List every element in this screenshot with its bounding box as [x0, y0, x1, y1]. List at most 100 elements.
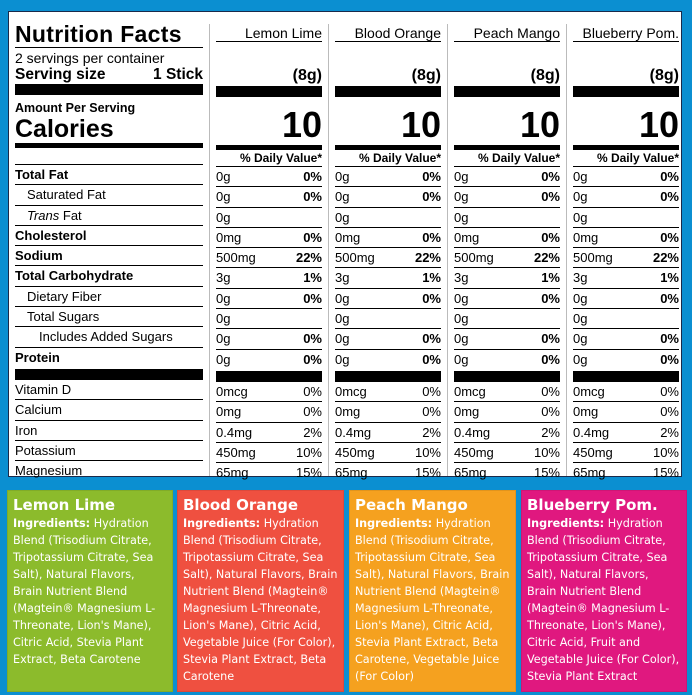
daily-percent: 0% [303, 404, 322, 420]
ingredients-text: Ingredients: Hydration Blend (Trisodium … [355, 515, 510, 685]
nutrient-value-row: 0g 0% [454, 167, 560, 188]
daily-percent: 2% [541, 424, 560, 440]
amount: 500mg [216, 250, 256, 266]
nutrient-name: Total Sugars [27, 309, 100, 325]
amount: 0mg [454, 404, 480, 420]
daily-value-header: % Daily Value* [216, 150, 322, 167]
nutrient-value-row: 0g 0% [573, 329, 679, 350]
vitamin-label-row: Calcium [15, 400, 203, 421]
amount: 0g [573, 169, 588, 184]
amount: 0mg [216, 229, 242, 245]
amount: 0g [573, 209, 588, 225]
thick-divider [454, 370, 560, 382]
flavor-column: Blood Orange (8g) 10 % Daily Value* 0g 0% 0g 0%… [335, 22, 441, 483]
nutrient-value-row: 0g [216, 309, 322, 330]
nutrient-value-row: 0g [216, 208, 322, 228]
servings-per-container: 2 servings per container [15, 50, 165, 66]
nutrient-name: Saturated Fat [27, 187, 106, 203]
nutrient-value-row: 0mg 0% [454, 228, 560, 249]
nutrient-label-row: Cholesterol [15, 226, 203, 247]
daily-percent: 22% [295, 250, 322, 266]
vitamin-name: Iron [15, 422, 38, 438]
amount: 0g [216, 169, 231, 184]
nutrient-value-row: 0mg 0% [335, 228, 441, 249]
nutrient-value-row: 0g 0% [216, 187, 322, 208]
thick-divider [573, 86, 679, 97]
vitamin-value-row: 0mcg 0% [335, 382, 441, 403]
medium-divider [454, 145, 560, 150]
daily-percent: 1% [541, 270, 560, 286]
thick-divider [335, 86, 441, 97]
daily-percent: 0% [660, 404, 679, 420]
amount: 500mg [573, 250, 613, 266]
ingredients-text: Ingredients: Hydration Blend (Trisodium … [527, 515, 681, 685]
nutrient-value-row: 0g 0% [216, 289, 322, 310]
vitamin-value-row: 450mg 10% [216, 443, 322, 464]
daily-percent: 10% [414, 444, 441, 460]
daily-percent: 0% [303, 229, 322, 245]
vitamin-label-row: Iron [15, 421, 203, 441]
serving-grams: (8g) [649, 67, 679, 84]
nutrient-value-row: 0g [454, 208, 560, 228]
amount: 0g [454, 311, 469, 327]
amount: 450mg [454, 444, 494, 460]
amount: 0g [335, 209, 350, 225]
nutrient-value-row: 0g 0% [335, 350, 441, 370]
ingredients-label: Ingredients: [13, 517, 91, 530]
daily-percent: 0% [660, 383, 679, 399]
nutrient-value-row: 500mg 22% [216, 248, 322, 269]
nutrient-value-row: 0g 0% [335, 289, 441, 310]
thick-divider [15, 84, 203, 95]
vitamin-value-row: 450mg 10% [454, 443, 560, 464]
daily-percent: 0% [660, 331, 679, 347]
vitamin-labels: Vitamin D Calcium Iron Potassium Magnesium [15, 380, 203, 481]
daily-percent: 0% [422, 331, 441, 347]
label-column: Nutrition Facts 2 servings per container… [15, 22, 203, 481]
column-separator [447, 24, 448, 476]
amount: 3g [216, 270, 231, 286]
nutrient-value-row: 0g 0% [216, 350, 322, 370]
ingredients-list: Hydration Blend (Trisodium Citrate, Trip… [355, 517, 510, 683]
ingredients-list: Hydration Blend (Trisodium Citrate, Trip… [183, 517, 338, 683]
ingredients-flavor-title: Lemon Lime [13, 496, 116, 514]
nutrient-label-row: Total Carbohydrate [15, 266, 203, 287]
vitamin-value-row: 0mg 0% [573, 402, 679, 423]
ingredients-text: Ingredients: Hydration Blend (Trisodium … [13, 515, 167, 668]
nutrient-value-row: 500mg 22% [454, 248, 560, 269]
daily-percent: 0% [422, 351, 441, 367]
amount: 0mg [573, 229, 599, 245]
vitamin-name: Potassium [15, 442, 76, 458]
daily-percent: 0% [422, 404, 441, 420]
daily-value-header: % Daily Value* [454, 150, 560, 167]
nutrient-value-row: 0g [454, 309, 560, 330]
vitamin-value-row: 0.4mg 2% [335, 423, 441, 443]
calories-value: 10 [400, 104, 441, 145]
nutrient-value-row: 0g 0% [454, 187, 560, 208]
daily-percent: 2% [660, 424, 679, 440]
daily-percent: 0% [303, 331, 322, 347]
daily-percent: 0% [660, 169, 679, 184]
amount: 0g [335, 351, 350, 367]
dv-spacer [15, 148, 203, 165]
nutrient-label-row: Saturated Fat [15, 185, 203, 206]
amount: 0.4mg [454, 424, 491, 440]
flavor-name: Peach Mango [454, 22, 560, 42]
vitamin-value-row: 65mg 15% [573, 463, 679, 483]
amount: 0g [573, 290, 588, 306]
nutrient-value-row: 0g 0% [573, 289, 679, 310]
amount: 0g [335, 169, 350, 184]
daily-percent: 0% [541, 404, 560, 420]
amount: 500mg [335, 250, 375, 266]
amount: 0.4mg [573, 424, 610, 440]
daily-percent: 22% [533, 250, 560, 266]
daily-percent: 0% [541, 189, 560, 205]
amount: 0g [216, 209, 231, 225]
vitamin-label-row: Magnesium [15, 461, 203, 481]
amount: 3g [335, 270, 350, 286]
nutrient-name: Total Fat [15, 167, 69, 182]
amount: 0g [216, 331, 231, 347]
flavor-name: Blueberry Pom. [573, 22, 679, 42]
vitamin-value-row: 0mcg 0% [573, 382, 679, 403]
ingredients-list: Hydration Blend (Trisodium Citrate, Trip… [527, 517, 680, 683]
vitamin-value-row: 0mg 0% [216, 402, 322, 423]
